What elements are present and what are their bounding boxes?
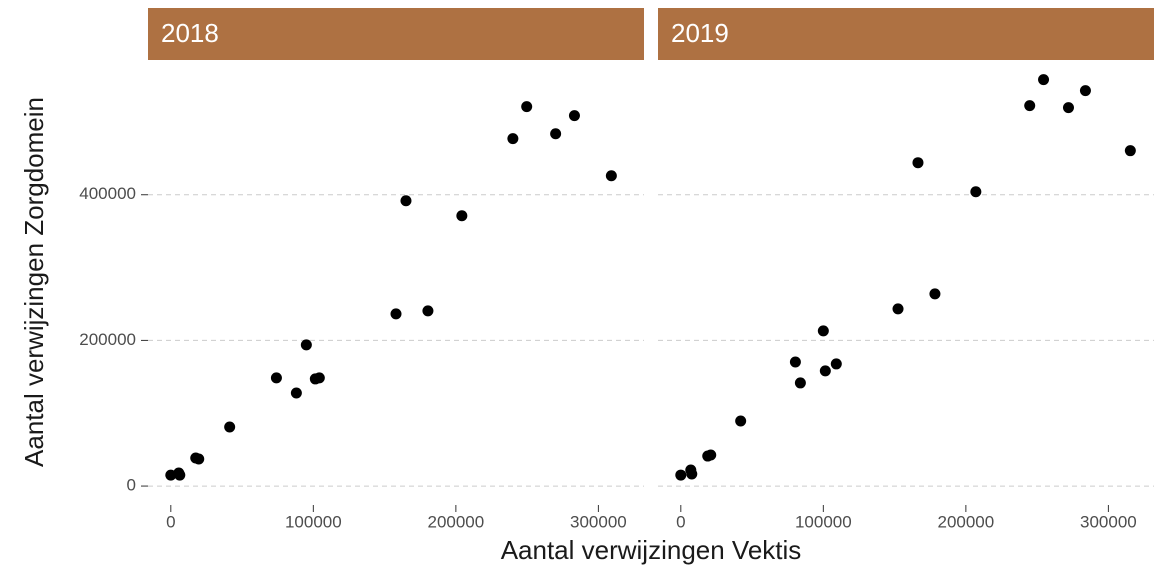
point (400, 195, 412, 207)
point (1038, 74, 1050, 86)
point (390, 308, 402, 320)
point (174, 469, 186, 481)
x-tick-label: 0 (676, 512, 685, 531)
facet-title: 2019 (671, 18, 729, 48)
point (507, 133, 519, 145)
y-tick-label: 200000 (79, 330, 136, 349)
facet-strip (658, 8, 1154, 60)
point (686, 468, 698, 480)
point (300, 339, 312, 351)
point (313, 372, 325, 384)
facet-strip (148, 8, 644, 60)
facet-title: 2018 (161, 18, 219, 48)
point (929, 288, 941, 300)
point (568, 110, 580, 122)
point (1079, 85, 1091, 97)
x-axis-title: Aantal verwijzingen Vektis (501, 535, 802, 565)
point (675, 469, 687, 481)
y-tick-label: 0 (127, 476, 136, 495)
y-axis-title: Aantal verwijzingen Zorgdomein (19, 97, 49, 467)
x-tick-label: 200000 (427, 512, 484, 531)
point (193, 453, 205, 465)
point (705, 449, 717, 461)
x-tick-label: 0 (166, 512, 175, 531)
x-tick-label: 300000 (1080, 512, 1137, 531)
point (605, 170, 617, 182)
y-tick-label: 400000 (79, 184, 136, 203)
point (892, 303, 904, 315)
point (270, 372, 282, 384)
point (830, 358, 842, 370)
point (550, 128, 562, 140)
point (970, 186, 982, 198)
x-tick-label: 200000 (937, 512, 994, 531)
x-tick-label: 300000 (570, 512, 627, 531)
x-tick-label: 100000 (285, 512, 342, 531)
point (789, 356, 801, 368)
point (521, 101, 533, 113)
point (1062, 102, 1074, 114)
point (735, 415, 747, 427)
point (456, 210, 468, 222)
point (224, 421, 236, 433)
point (290, 387, 302, 399)
point (1124, 145, 1136, 157)
point (819, 365, 831, 377)
point (422, 305, 434, 317)
x-tick-label: 100000 (795, 512, 852, 531)
point (912, 157, 924, 169)
point (794, 377, 806, 389)
point (817, 325, 829, 337)
point (1024, 100, 1036, 112)
